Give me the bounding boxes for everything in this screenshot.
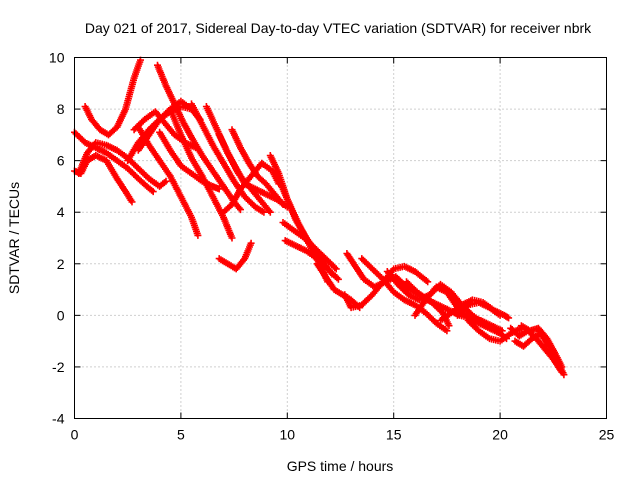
series-arc-20 bbox=[279, 219, 340, 273]
x-axis-label: GPS time / hours bbox=[287, 458, 394, 474]
series-arc-9 bbox=[154, 61, 244, 214]
y-axis-label: SDTVAR / TECUs bbox=[6, 182, 22, 294]
x-tick-labels: 0 5 10 15 20 25 bbox=[71, 427, 615, 443]
series-arc-4 bbox=[75, 139, 170, 190]
point-markers bbox=[279, 219, 340, 273]
series-arc-17 bbox=[215, 239, 255, 273]
y-tick-label: 2 bbox=[57, 256, 65, 272]
series-arc-30 bbox=[454, 299, 504, 319]
grid bbox=[74, 57, 607, 419]
y-tick-label: 4 bbox=[57, 204, 65, 220]
y-tick-label: -4 bbox=[52, 411, 65, 427]
x-tick-label: 5 bbox=[177, 427, 185, 443]
chart-title: Day 021 of 2017, Sidereal Day-to-day VTE… bbox=[85, 20, 592, 36]
x-tick-label: 15 bbox=[386, 427, 402, 443]
point-markers bbox=[454, 299, 504, 319]
point-markers bbox=[215, 239, 255, 273]
y-tick-label: 6 bbox=[57, 153, 65, 169]
point-markers bbox=[188, 100, 268, 216]
point-markers bbox=[134, 123, 202, 239]
axis-ticks bbox=[74, 57, 607, 419]
x-tick-label: 10 bbox=[280, 427, 296, 443]
y-tick-label: -2 bbox=[52, 359, 65, 375]
y-tick-label: 10 bbox=[49, 50, 65, 66]
point-markers bbox=[517, 322, 566, 371]
point-markers bbox=[228, 126, 287, 208]
series-arc-8 bbox=[134, 123, 202, 239]
series-arc-15 bbox=[228, 126, 287, 208]
x-tick-label: 25 bbox=[599, 427, 615, 443]
plot-frame bbox=[74, 57, 607, 419]
y-tick-label: 0 bbox=[57, 307, 65, 323]
point-markers bbox=[81, 56, 144, 139]
point-markers bbox=[154, 61, 244, 214]
series-arc-3 bbox=[81, 56, 144, 139]
x-tick-label: 0 bbox=[71, 427, 79, 443]
series-arc-34 bbox=[517, 322, 566, 371]
plot-marks bbox=[71, 56, 568, 379]
point-markers bbox=[281, 237, 336, 278]
series-arc-21 bbox=[281, 237, 336, 278]
y-tick-labels: -4 -2 0 2 4 6 8 10 bbox=[49, 50, 65, 427]
series-arc-16 bbox=[220, 159, 283, 216]
x-tick-label: 20 bbox=[492, 427, 508, 443]
y-tick-label: 8 bbox=[57, 101, 65, 117]
series-arc-12 bbox=[188, 100, 268, 216]
point-markers bbox=[166, 105, 236, 242]
point-markers bbox=[220, 159, 283, 216]
series-arc-11 bbox=[166, 105, 236, 242]
point-markers bbox=[75, 139, 170, 190]
